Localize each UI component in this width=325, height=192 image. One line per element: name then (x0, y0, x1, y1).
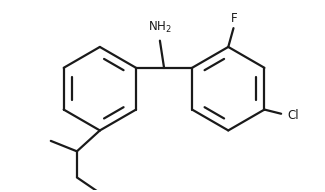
Text: F: F (231, 12, 238, 25)
Text: NH$_2$: NH$_2$ (148, 20, 172, 36)
Text: Cl: Cl (287, 109, 299, 122)
